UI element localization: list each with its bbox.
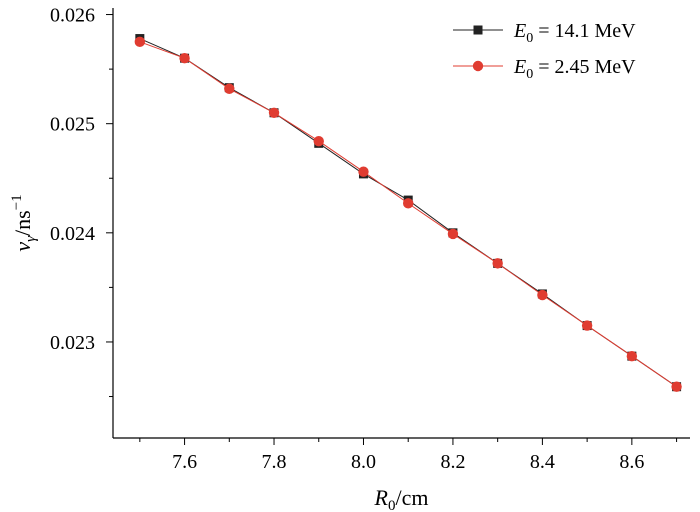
x-tick-label: 7.6 [172,451,197,473]
data-point [179,53,190,64]
data-point [447,228,459,240]
data-point [626,350,638,362]
legend-marker [473,25,483,35]
y-tick-label: 0.024 [50,223,95,245]
legend-item-2: E0 = 2.45 MeV [453,56,636,82]
data-point [268,107,280,118]
x-tick-label: 7.8 [262,451,287,473]
data-point [358,166,369,177]
axes: 7.6 7.8 8.0 8.2 8.4 8.6 0.023 0.024 0.025 0.026 R0… [9,5,690,512]
x-axis-label: R0/cm [374,485,429,512]
data-point [224,83,235,94]
data-point [671,381,682,392]
series-1 [135,34,682,392]
plot-area [134,34,682,392]
legend-label: E0 = 2.45 MeV [513,56,636,82]
x-tick-label: 8.0 [351,451,376,473]
legend-marker [472,60,484,72]
legend-item-1: E0 = 14.1 MeV [453,20,636,46]
x-tick-label: 8.6 [619,451,644,473]
data-point [537,289,548,301]
legend-label: E0 = 14.1 MeV [513,20,636,46]
x-tick-label: 8.4 [530,451,555,473]
data-point [403,198,414,209]
y-axis-label: vγ/ns−1 [9,194,39,251]
data-point [492,258,503,269]
series-line [139,38,677,388]
data-point [313,135,324,147]
legend: E0 = 14.1 MeV E0 = 2.45 MeV [453,20,636,82]
data-point [134,36,146,48]
y-tick-label: 0.026 [50,5,95,27]
y-tick-label: 0.025 [50,114,95,136]
series-2 [134,36,682,392]
series-line [139,41,677,388]
y-tick-label: 0.023 [50,332,95,354]
data-point [581,320,593,331]
x-tick-label: 8.2 [440,451,465,473]
